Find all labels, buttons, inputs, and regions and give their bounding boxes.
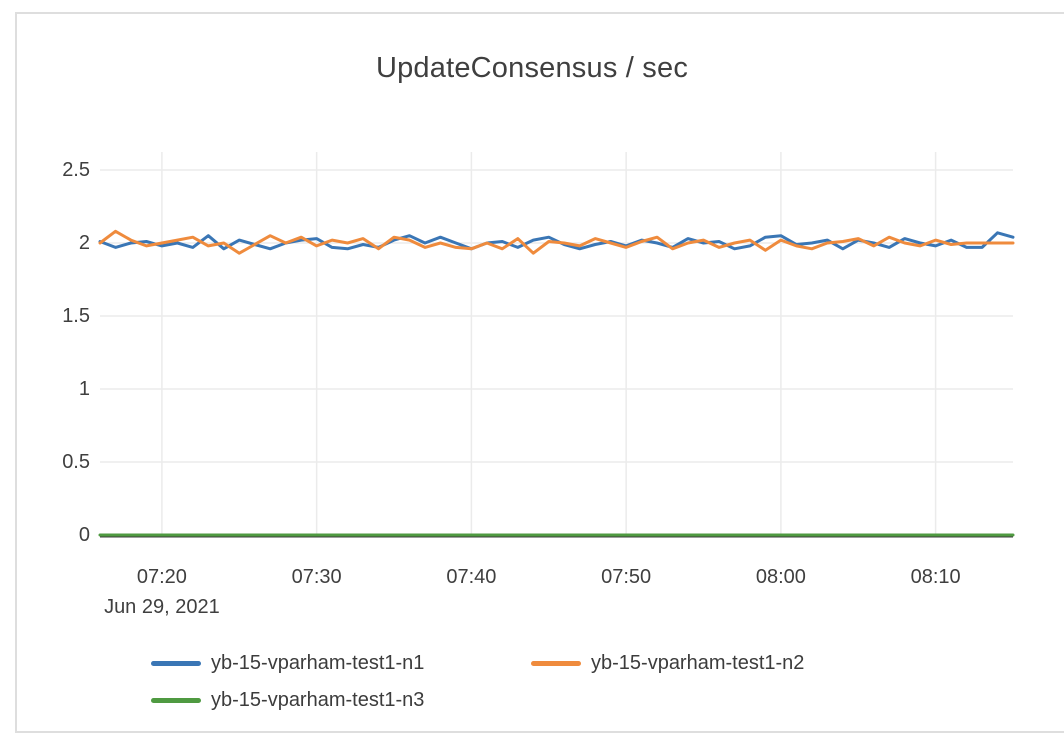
chart-title: UpdateConsensus / sec <box>375 52 689 84</box>
x-axis-tick-label: 07:40 <box>446 566 497 588</box>
legend-item-yb-15-vparham-test1-n3[interactable]: yb-15-vparham-test1-n3 <box>151 689 487 712</box>
y-axis-tick-label: 1.5 <box>62 305 90 327</box>
chart-card <box>15 12 1064 733</box>
legend: yb-15-vparham-test1-n1 yb-15-vparham-test… <box>0 652 1064 712</box>
x-axis-tick-label: 08:10 <box>910 566 961 588</box>
legend-item-yb-15-vparham-test1-n1[interactable]: yb-15-vparham-test1-n1 <box>151 652 487 675</box>
legend-swatch-icon <box>151 661 201 666</box>
y-axis-tick-label: 2.5 <box>62 159 90 181</box>
legend-item-yb-15-vparham-test1-n2[interactable]: yb-15-vparham-test1-n2 <box>531 652 867 675</box>
legend-label: yb-15-vparham-test1-n2 <box>591 652 805 674</box>
legend-swatch-icon <box>151 698 201 703</box>
legend-items: yb-15-vparham-test1-n1 yb-15-vparham-test… <box>151 652 913 712</box>
x-axis-date-label: Jun 29, 2021 <box>104 596 220 618</box>
plot-area[interactable] <box>98 152 1015 538</box>
legend-swatch-icon <box>531 661 581 666</box>
series-line-2 <box>98 229 1015 255</box>
x-axis-tick-label: 07:30 <box>291 566 342 588</box>
y-axis-tick-label: 0 <box>78 524 90 546</box>
y-axis-tick-label: 2 <box>78 232 90 254</box>
plot-svg <box>98 152 1015 538</box>
x-axis-tick-label: 07:20 <box>136 566 187 588</box>
y-axis-tick-label: 0.5 <box>62 451 90 473</box>
y-axis-tick-label: 1 <box>78 378 90 400</box>
x-axis-tick-label: 07:50 <box>601 566 652 588</box>
x-axis-tick-label: 08:00 <box>755 566 806 588</box>
legend-label: yb-15-vparham-test1-n1 <box>211 652 425 674</box>
legend-label: yb-15-vparham-test1-n3 <box>211 689 425 711</box>
